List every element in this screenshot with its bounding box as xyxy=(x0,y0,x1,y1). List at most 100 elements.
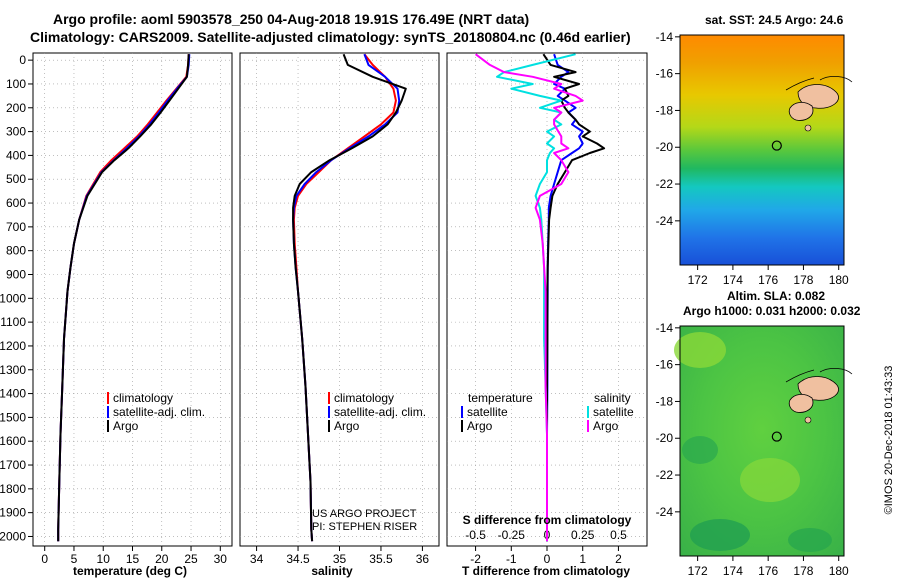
fiji-islands xyxy=(785,76,853,132)
series-layer xyxy=(57,53,606,542)
depth-tick-label: 1000 xyxy=(0,291,26,305)
sla-float-position-marker xyxy=(771,431,782,442)
sst-map-frame xyxy=(679,34,845,266)
sst-field xyxy=(680,35,844,265)
sla-high-patch xyxy=(674,332,726,368)
series-line-climatology xyxy=(57,54,190,542)
x-tick-label: 35 xyxy=(333,552,347,566)
depth-tick-label: 300 xyxy=(6,125,26,139)
temperature-legend: climatology satellite-adj. clim. Argo xyxy=(107,391,205,433)
sst-map-title: sat. SST: 24.5 Argo: 24.6 xyxy=(705,13,844,27)
depth-tick-label: 1200 xyxy=(0,339,26,353)
legend-salinity-title: salinity xyxy=(594,391,631,405)
lon-tick-label: 172 xyxy=(688,273,708,287)
legend-climatology-label: climatology xyxy=(113,391,173,405)
sla-map-title1: Altim. SLA: 0.082 xyxy=(727,289,825,303)
imos-timestamp: ©IMOS 20-Dec-2018 01:43:33 xyxy=(883,366,895,515)
depth-axis: 0 100 200 300 400 500 600 700 800 900 1000 1100 1200… xyxy=(0,53,33,543)
s-diff-tick-label: -0.5 xyxy=(465,528,486,542)
sla-low-patch xyxy=(690,519,750,551)
series-line-s-argo xyxy=(475,53,584,542)
series-line-t-argo xyxy=(542,53,606,542)
salinity-legend: climatology satellite-adj. clim. Argo xyxy=(328,391,426,433)
sla-map xyxy=(674,325,853,557)
x-tick-label: 34 xyxy=(250,552,264,566)
lat-tick-label: -18 xyxy=(656,394,674,408)
depth-tick-label: 0 xyxy=(19,53,26,67)
lat-tick-label: -20 xyxy=(656,140,674,154)
series-line-satellite-adj-clim- xyxy=(57,54,191,542)
lon-tick-label: 180 xyxy=(829,564,849,578)
lat-tick-label: -18 xyxy=(656,103,674,117)
salinity-axis-label: salinity xyxy=(311,564,353,578)
lat-tick-label: -22 xyxy=(656,177,674,191)
lon-tick-label: 174 xyxy=(723,273,743,287)
lon-tick-label: 178 xyxy=(793,564,813,578)
t-diff-tick-label: 1 xyxy=(579,552,586,566)
lat-tick-label: -20 xyxy=(656,431,674,445)
sla-map-title2: Argo h1000: 0.031 h2000: 0.032 xyxy=(683,304,861,318)
lon-tick-label: 174 xyxy=(723,564,743,578)
depth-tick-label: 1800 xyxy=(0,482,26,496)
t-diff-tick-label: -1 xyxy=(506,552,517,566)
legend-climatology-label: climatology xyxy=(334,391,394,405)
sla-map-axes: 172 174 176 178 180 -14 -16 -18 -20 -22 -24 xyxy=(656,321,849,578)
lat-tick-label: -16 xyxy=(656,67,674,81)
legend-s-satellite-label: satellite xyxy=(593,405,634,419)
series-line-t-satellite xyxy=(546,53,584,542)
lon-tick-label: 180 xyxy=(829,273,849,287)
sla-low-patch xyxy=(682,436,718,464)
x-tick-label: 20 xyxy=(155,552,169,566)
figure-title-line1: Argo profile: aoml 5903578_250 04-Aug-20… xyxy=(53,11,529,27)
lat-tick-label: -22 xyxy=(656,468,674,482)
depth-tick-label: 2000 xyxy=(0,529,26,543)
t-diff-tick-label: -2 xyxy=(470,552,481,566)
depth-tick-label: 1900 xyxy=(0,506,26,520)
depth-tick-label: 400 xyxy=(6,148,26,162)
depth-tick-label: 700 xyxy=(6,220,26,234)
legend-satellite-label: satellite-adj. clim. xyxy=(113,405,205,419)
depth-tick-label: 800 xyxy=(6,244,26,258)
depth-tick-label: 1400 xyxy=(0,387,26,401)
lat-tick-label: -14 xyxy=(656,321,674,335)
x-tick-label: 30 xyxy=(214,552,228,566)
depth-tick-label: 1500 xyxy=(0,410,26,424)
x-tick-label: 10 xyxy=(97,552,111,566)
lat-tick-label: -14 xyxy=(656,30,674,44)
t-diff-tick-label: 2 xyxy=(615,552,622,566)
depth-tick-label: 100 xyxy=(6,77,26,91)
series-line-argo xyxy=(292,53,407,542)
depth-tick-label: 900 xyxy=(6,267,26,281)
x-tick-label: 35.5 xyxy=(369,552,393,566)
x-tick-label: 25 xyxy=(184,552,198,566)
s-diff-tick-label: 0.25 xyxy=(571,528,595,542)
depth-tick-label: 500 xyxy=(6,172,26,186)
sst-map xyxy=(679,34,853,266)
lon-tick-label: 172 xyxy=(688,564,708,578)
legend-temperature-title: temperature xyxy=(468,391,533,405)
depth-tick-label: 1300 xyxy=(0,363,26,377)
t-diff-tick-label: 0 xyxy=(544,552,551,566)
figure-title-line2: Climatology: CARS2009. Satellite-adjuste… xyxy=(30,29,631,45)
series-line-argo xyxy=(57,54,190,542)
x-axes: 0 5 10 15 20 25 30 34 34.5 35 35.5 36 -2 -1 0 1 2 -0.5 -0.… xyxy=(41,528,627,566)
temperature-panel-frame xyxy=(32,52,233,547)
legend-s-argo-label: Argo xyxy=(593,419,619,433)
credits-line1: US ARGO PROJECT xyxy=(312,508,417,520)
depth-tick-label: 1100 xyxy=(0,315,26,329)
salinity-panel-frame xyxy=(239,52,440,547)
x-tick-label: 36 xyxy=(416,552,430,566)
lon-tick-label: 176 xyxy=(758,273,778,287)
lat-tick-label: -24 xyxy=(656,214,674,228)
x-tick-label: 34.5 xyxy=(286,552,310,566)
legend-argo-label: Argo xyxy=(113,419,139,433)
depth-tick-label: 1600 xyxy=(0,434,26,448)
x-tick-label: 5 xyxy=(71,552,78,566)
lon-tick-label: 176 xyxy=(758,564,778,578)
lon-tick-label: 178 xyxy=(793,273,813,287)
t-difference-axis-label: T difference from climatology xyxy=(462,564,630,578)
s-difference-axis-label: S difference from climatology xyxy=(463,513,632,527)
sla-low-patch xyxy=(788,528,832,552)
sla-high-patch xyxy=(740,458,800,502)
lat-tick-label: -16 xyxy=(656,358,674,372)
